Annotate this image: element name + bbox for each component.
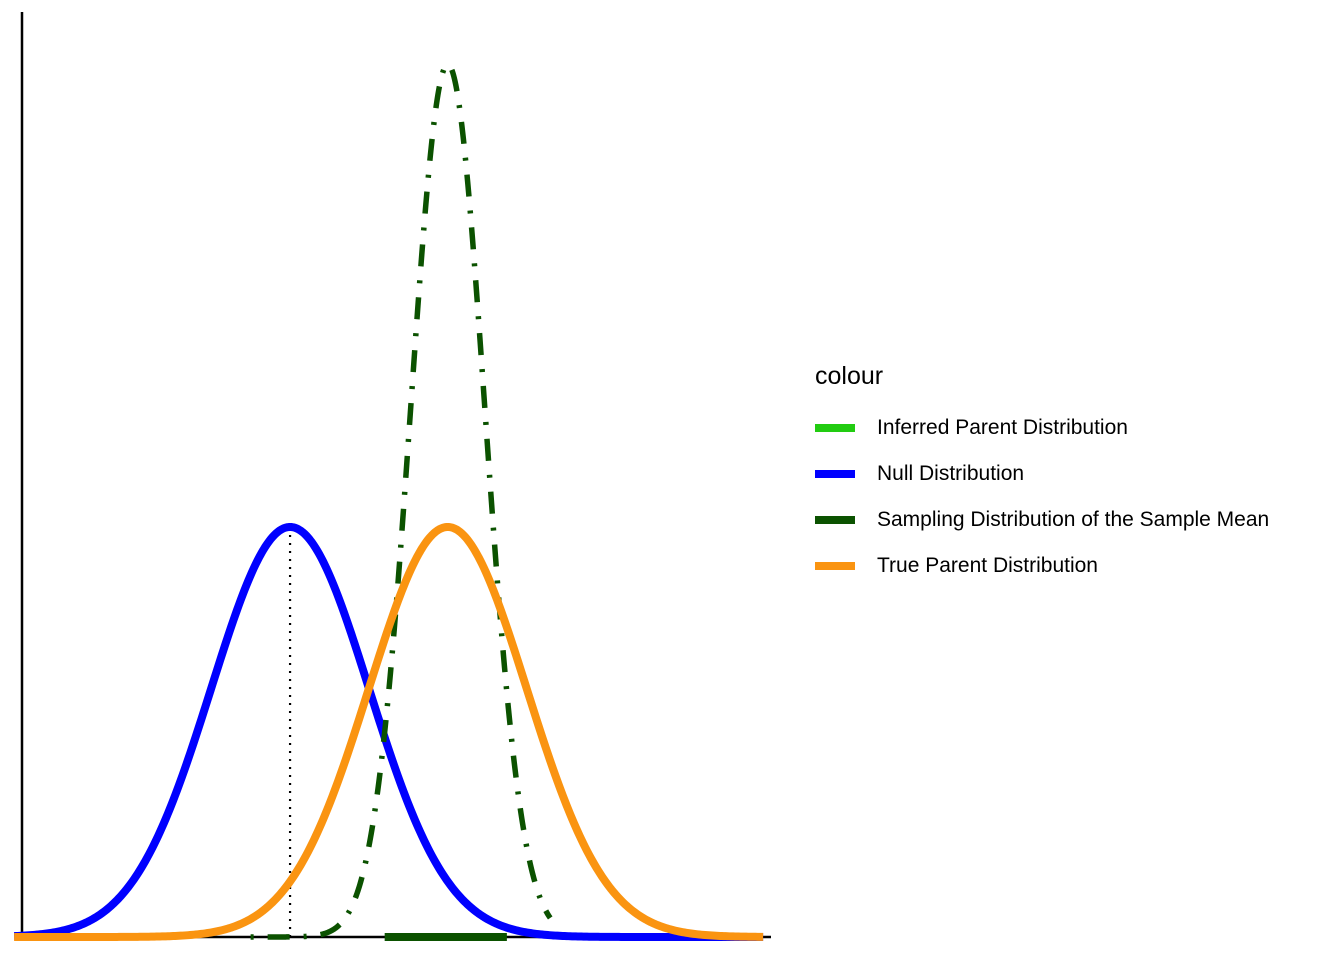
legend-item-inferred-parent: Inferred Parent Distribution: [815, 405, 1269, 451]
null-distribution-curve: [11, 522, 766, 941]
sampling-distribution-of-the-sample-mean-curve: [248, 61, 553, 940]
true-parent-distribution-curve: [11, 523, 766, 941]
legend-label-inferred-parent: Inferred Parent Distribution: [877, 416, 1128, 439]
legend-item-null: Null Distribution: [815, 451, 1269, 497]
legend: colour Inferred Parent Distribution Null…: [815, 362, 1269, 589]
series-layer: [11, 61, 766, 941]
legend-label-null: Null Distribution: [877, 462, 1025, 485]
legend-key-inferred-parent: [815, 424, 855, 432]
legend-title: colour: [815, 362, 884, 390]
legend-item-true-parent: True Parent Distribution: [815, 543, 1269, 589]
legend-key-sampling: [815, 516, 855, 524]
legend-label-true-parent: True Parent Distribution: [877, 554, 1098, 577]
legend-item-sampling: Sampling Distribution of the Sample Mean: [815, 497, 1269, 543]
legend-key-null: [815, 470, 855, 478]
legend-label-sampling: Sampling Distribution of the Sample Mean: [877, 508, 1270, 531]
legend-key-true-parent: [815, 562, 855, 570]
